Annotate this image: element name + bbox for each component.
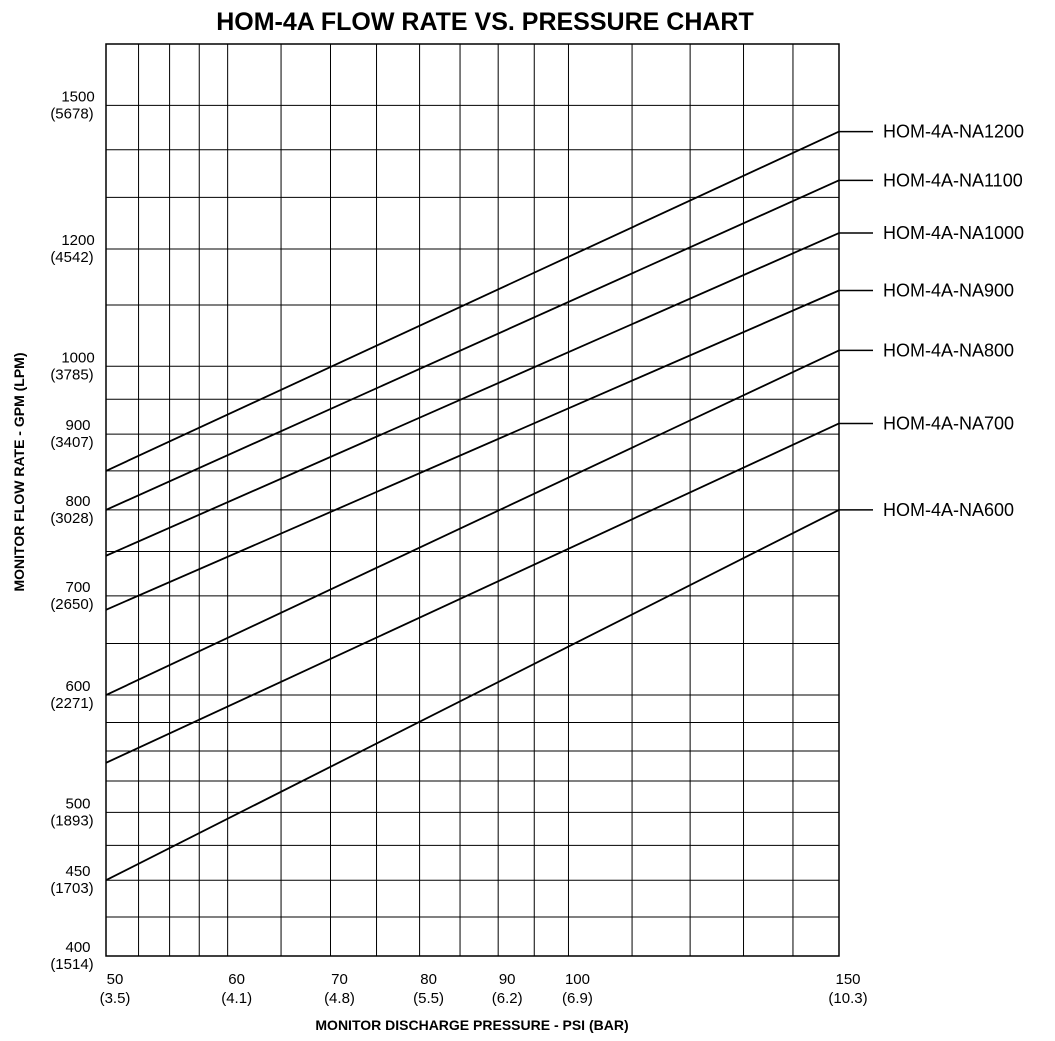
y-tick-sublabel: (3407) (50, 434, 93, 451)
y-tick-sublabel: (2271) (50, 695, 93, 712)
x-tick-sublabel: (10.3) (828, 990, 867, 1007)
series-label: HOM-4A-NA800 (883, 340, 1014, 360)
x-tick-sublabel: (4.1) (221, 990, 252, 1007)
series-label: HOM-4A-NA700 (883, 413, 1014, 433)
x-tick-sublabel: (6.2) (492, 990, 523, 1007)
horizontal-gridlines (106, 104, 839, 957)
series-line (105, 289, 840, 611)
series-label: HOM-4A-NA1200 (883, 122, 1024, 142)
series-line (105, 422, 840, 764)
y-tick-sublabel: (3028) (50, 510, 93, 527)
series-line (105, 509, 840, 882)
x-tick-sublabel: (5.5) (413, 990, 444, 1007)
series-label: HOM-4A-NA1100 (883, 170, 1023, 190)
y-tick-label: 900 (65, 417, 90, 434)
y-axis-title: MONITOR FLOW RATE - GPM (LPM) (11, 352, 27, 591)
y-tick-sublabel: (1703) (50, 880, 93, 897)
series-labels: HOM-4A-NA1200 HOM-4A-NA1100 HOM-4A-NA1000 H… (839, 122, 1024, 520)
series-line (105, 232, 840, 557)
x-tick-sublabel: (4.8) (324, 990, 355, 1007)
x-axis-tick-labels: 50 (3.5) 60 (4.1) 70 (4.8) 80 (5.5) 90 (6.2) 100 (6… (100, 971, 868, 1007)
x-tick-label: 100 (565, 971, 590, 988)
chart-title: HOM-4A FLOW RATE VS. PRESSURE CHART (216, 8, 754, 36)
plot-frame (105, 43, 840, 957)
series-line (105, 349, 840, 696)
x-axis-title: MONITOR DISCHARGE PRESSURE - PSI (BAR) (315, 1017, 628, 1033)
x-tick-sublabel: (6.9) (562, 990, 593, 1007)
x-tick-label: 50 (107, 971, 124, 988)
series-line (105, 179, 840, 511)
y-tick-label: 450 (65, 863, 90, 880)
series-label: HOM-4A-NA900 (883, 280, 1014, 300)
series-label: HOM-4A-NA1000 (883, 223, 1024, 243)
y-tick-label: 400 (65, 939, 90, 956)
x-tick-label: 60 (228, 971, 245, 988)
y-tick-label: 1200 (61, 232, 94, 249)
x-tick-label: 70 (331, 971, 348, 988)
y-tick-sublabel: (4542) (50, 249, 93, 266)
x-tick-label: 80 (420, 971, 437, 988)
y-tick-label: 600 (65, 678, 90, 695)
vertical-gridlines (105, 44, 840, 956)
y-tick-sublabel: (2650) (50, 596, 93, 613)
series-label: HOM-4A-NA600 (883, 500, 1014, 520)
y-tick-sublabel: (1893) (50, 812, 93, 829)
y-tick-label: 800 (65, 493, 90, 510)
y-axis-tick-labels: 400(1514)450(1703)500(1893)600(2271)700(… (50, 88, 94, 973)
x-tick-label: 90 (499, 971, 516, 988)
x-tick-label: 150 (835, 971, 860, 988)
series-lines (105, 130, 840, 882)
y-tick-label: 500 (65, 795, 90, 812)
y-tick-label: 1500 (61, 88, 94, 105)
x-tick-sublabel: (3.5) (100, 990, 131, 1007)
y-tick-label: 700 (65, 579, 90, 596)
y-tick-sublabel: (1514) (50, 956, 93, 973)
y-tick-sublabel: (5678) (50, 105, 93, 122)
series-line (105, 130, 840, 472)
y-tick-label: 1000 (61, 349, 94, 366)
y-tick-sublabel: (3785) (50, 366, 93, 383)
